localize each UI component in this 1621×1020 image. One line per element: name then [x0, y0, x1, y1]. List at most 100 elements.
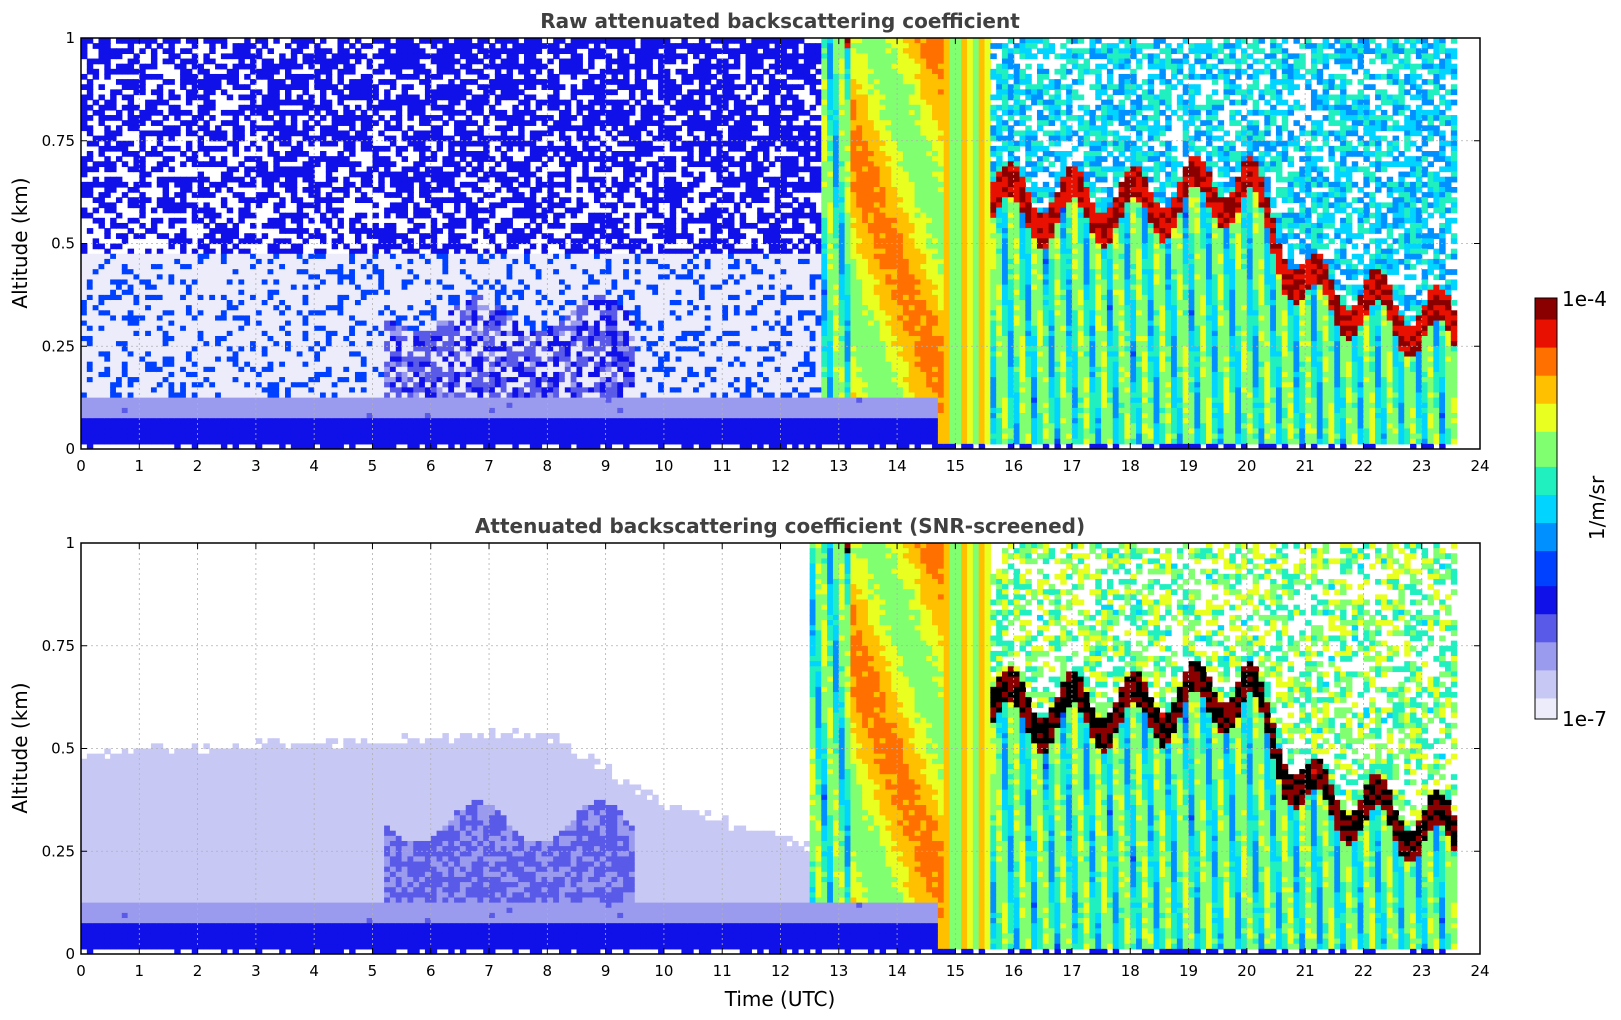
- heatmap-cell: [203, 438, 210, 445]
- heatmap-cell: [145, 418, 152, 424]
- heatmap-cell: [185, 181, 193, 188]
- heatmap-cell: [133, 38, 140, 44]
- heatmap-cell: [115, 289, 123, 296]
- heatmap-cell: [314, 433, 321, 440]
- heatmap-cell: [98, 377, 105, 383]
- heatmap-cell: [308, 166, 315, 173]
- heatmap-cell: [92, 181, 100, 188]
- heatmap-cell: [465, 99, 473, 106]
- heatmap-cell: [436, 53, 444, 60]
- heatmap-cell: [232, 341, 239, 347]
- heatmap-cell: [92, 305, 100, 311]
- heatmap-cell: [477, 423, 484, 430]
- heatmap-cell: [349, 402, 356, 409]
- heatmap-cell: [430, 407, 438, 414]
- heatmap-cell: [150, 274, 158, 281]
- heatmap-cell: [238, 197, 245, 203]
- heatmap-cell: [127, 341, 135, 347]
- heatmap-cell: [413, 109, 420, 116]
- heatmap-cell: [465, 130, 473, 137]
- heatmap-cell: [389, 269, 397, 275]
- heatmap-cell: [110, 222, 117, 229]
- heatmap-cell: [448, 156, 455, 162]
- heatmap-cell: [424, 392, 432, 399]
- heatmap-cell: [401, 48, 409, 55]
- heatmap-cell: [145, 109, 152, 116]
- heatmap-cell: [180, 371, 187, 378]
- heatmap-cell: [483, 346, 490, 352]
- heatmap-cell: [419, 233, 426, 239]
- heatmap-cell: [185, 294, 193, 301]
- heatmap-cell: [290, 279, 298, 286]
- heatmap-cell: [354, 438, 362, 445]
- heatmap-cell: [477, 186, 484, 193]
- heatmap-cell: [529, 351, 537, 358]
- heatmap-cell: [180, 233, 187, 239]
- heatmap-cell: [232, 366, 239, 373]
- heatmap-cell: [506, 156, 513, 162]
- heatmap-cell: [331, 115, 339, 121]
- heatmap-cell: [255, 413, 263, 419]
- heatmap-cell: [547, 79, 554, 85]
- heatmap-cell: [180, 48, 187, 55]
- heatmap-cell: [337, 38, 344, 44]
- heatmap-cell: [518, 43, 525, 49]
- heatmap-cell: [174, 310, 181, 317]
- heatmap-cell: [232, 335, 239, 342]
- heatmap-cell: [448, 181, 455, 188]
- heatmap-cell: [314, 320, 321, 327]
- heatmap-cell: [413, 366, 420, 373]
- heatmap-cell: [360, 84, 368, 90]
- heatmap-cell: [314, 79, 321, 85]
- heatmap-cell: [512, 341, 519, 347]
- heatmap-cell: [448, 109, 455, 116]
- heatmap-cell: [308, 351, 315, 358]
- heatmap-cell: [150, 151, 158, 157]
- heatmap-cell: [401, 207, 409, 214]
- heatmap-cell: [500, 325, 508, 332]
- heatmap-cell: [285, 305, 292, 311]
- heatmap-cell: [354, 79, 362, 85]
- heatmap-cell: [337, 238, 344, 245]
- heatmap-cell: [273, 166, 280, 173]
- heatmap-cell: [220, 310, 228, 317]
- heatmap-cell: [395, 109, 403, 116]
- heatmap-cell: [489, 335, 496, 342]
- heatmap-cell: [541, 402, 548, 409]
- heatmap-cell: [547, 335, 554, 342]
- heatmap-cell: [459, 84, 467, 90]
- heatmap-cell: [489, 166, 496, 173]
- heatmap-cell: [145, 438, 152, 445]
- heatmap-cell: [215, 84, 222, 90]
- heatmap-cell: [244, 84, 251, 90]
- heatmap-cell: [343, 351, 350, 358]
- heatmap-cell: [366, 181, 374, 188]
- heatmap-cell: [285, 392, 292, 399]
- heatmap-cell: [360, 94, 368, 101]
- heatmap-cell: [174, 53, 181, 60]
- heatmap-cell: [156, 166, 164, 173]
- heatmap-cell: [314, 310, 321, 317]
- heatmap-cell: [302, 413, 309, 419]
- heatmap-cell: [354, 212, 362, 219]
- heatmap-cell: [354, 351, 362, 358]
- heatmap-cell: [331, 407, 339, 414]
- heatmap-cell: [512, 300, 519, 306]
- heatmap-cell: [168, 397, 175, 404]
- heatmap-cell: [302, 320, 309, 327]
- heatmap-cell: [127, 104, 135, 111]
- heatmap-cell: [320, 269, 327, 275]
- heatmap-cell: [471, 433, 478, 440]
- heatmap-cell: [483, 176, 490, 183]
- heatmap-cell: [168, 207, 175, 214]
- heatmap-cell: [325, 130, 333, 137]
- heatmap-cell: [285, 397, 292, 404]
- heatmap-cell: [273, 305, 280, 311]
- heatmap-cell: [483, 310, 490, 317]
- heatmap-cell: [407, 243, 414, 250]
- heatmap-cell: [407, 176, 414, 183]
- heatmap-cell: [156, 346, 164, 352]
- heatmap-cell: [349, 361, 356, 368]
- heatmap-cell: [185, 330, 193, 337]
- heatmap-cell: [430, 176, 438, 183]
